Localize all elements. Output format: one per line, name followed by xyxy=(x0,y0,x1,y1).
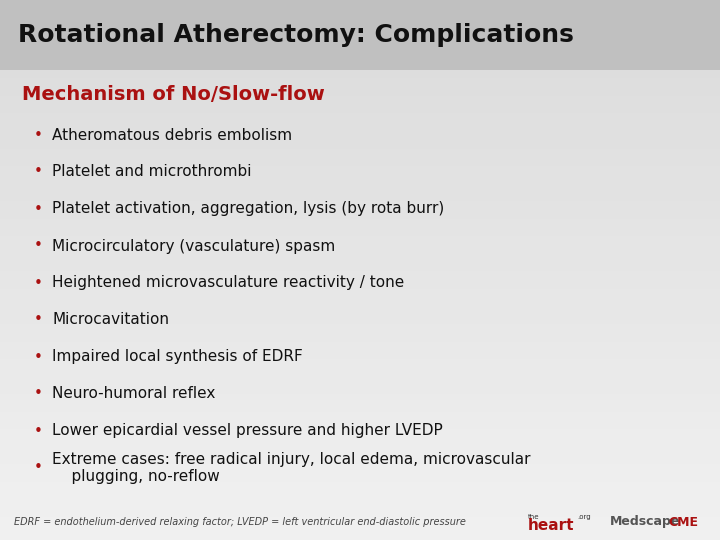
Text: •: • xyxy=(34,275,42,291)
Text: Extreme cases: free radical injury, local edema, microvascular
    plugging, no-: Extreme cases: free radical injury, loca… xyxy=(52,452,531,484)
Text: Atheromatous debris embolism: Atheromatous debris embolism xyxy=(52,127,292,143)
Text: •: • xyxy=(34,127,42,143)
Text: •: • xyxy=(34,349,42,364)
Text: Medscape: Medscape xyxy=(610,516,680,529)
Text: •: • xyxy=(34,387,42,402)
Text: Lower epicardial vessel pressure and higher LVEDP: Lower epicardial vessel pressure and hig… xyxy=(52,423,443,438)
Text: Microcirculatory (vasculature) spasm: Microcirculatory (vasculature) spasm xyxy=(52,239,336,253)
Text: .org: .org xyxy=(577,514,590,520)
Text: Heightened microvasculature reactivity / tone: Heightened microvasculature reactivity /… xyxy=(52,275,404,291)
Text: Neuro-humoral reflex: Neuro-humoral reflex xyxy=(52,387,215,402)
Text: •: • xyxy=(34,461,42,476)
Text: •: • xyxy=(34,201,42,217)
Text: Platelet and microthrombi: Platelet and microthrombi xyxy=(52,165,251,179)
Text: Microcavitation: Microcavitation xyxy=(52,313,169,327)
Text: •: • xyxy=(34,239,42,253)
Text: •: • xyxy=(34,165,42,179)
Text: •: • xyxy=(34,313,42,327)
Text: the: the xyxy=(528,514,539,520)
Text: heart: heart xyxy=(528,517,575,532)
Text: EDRF = endothelium-derived relaxing factor; LVEDP = left ventricular end-diastol: EDRF = endothelium-derived relaxing fact… xyxy=(14,517,466,527)
Text: Impaired local synthesis of EDRF: Impaired local synthesis of EDRF xyxy=(52,349,302,364)
Text: Rotational Atherectomy: Complications: Rotational Atherectomy: Complications xyxy=(18,23,574,47)
Text: Platelet activation, aggregation, lysis (by rota burr): Platelet activation, aggregation, lysis … xyxy=(52,201,444,217)
Text: •: • xyxy=(34,423,42,438)
Text: CME: CME xyxy=(668,516,698,529)
FancyBboxPatch shape xyxy=(0,0,720,70)
Text: Mechanism of No/Slow-flow: Mechanism of No/Slow-flow xyxy=(22,85,325,105)
